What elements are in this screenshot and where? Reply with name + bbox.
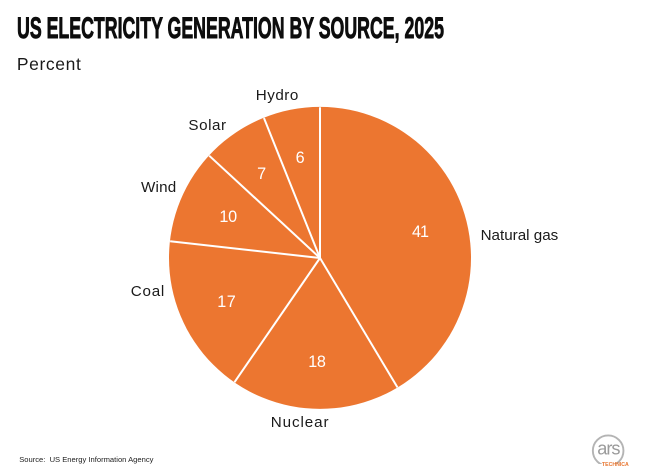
svg-text:ars: ars [597,438,620,458]
